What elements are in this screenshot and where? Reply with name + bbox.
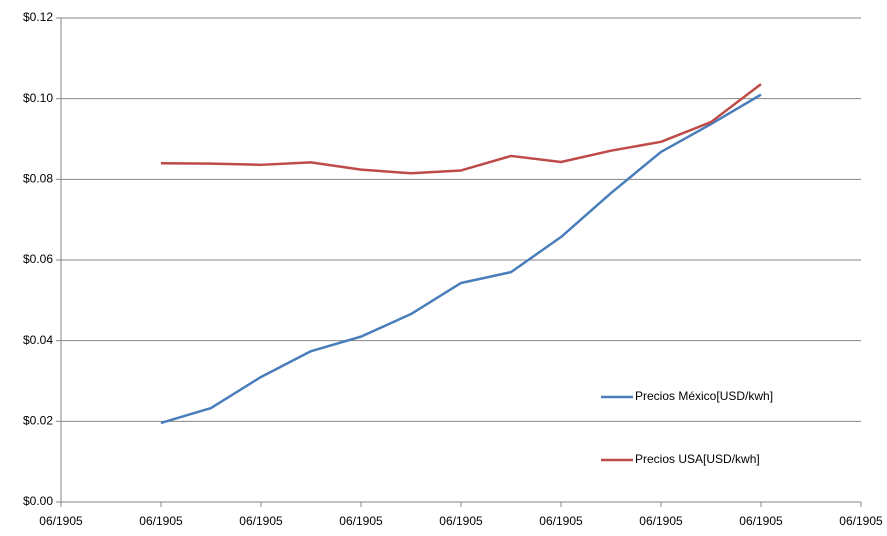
x-tick-label: 06/1905 <box>239 514 283 528</box>
legend-label: Precios México[USD/kwh] <box>635 389 773 403</box>
y-tick-label: $0.06 <box>23 252 53 266</box>
y-tick-label: $0.02 <box>23 414 53 428</box>
series-line <box>160 93 762 425</box>
y-tick-label: $0.12 <box>23 10 53 24</box>
x-tick-label: 06/1905 <box>739 514 783 528</box>
x-tick-label: 06/1905 <box>139 514 183 528</box>
y-tick-label: $0.04 <box>23 333 53 347</box>
legend-label: Precios USA[USD/kwh] <box>635 452 760 466</box>
x-tick-label: 06/1905 <box>539 514 583 528</box>
x-tick-label: 06/1905 <box>39 514 83 528</box>
x-tick-label: 06/1905 <box>839 514 883 528</box>
x-tick-label: 06/1905 <box>339 514 383 528</box>
x-tick-label: 06/1905 <box>439 514 483 528</box>
y-tick-label: $0.08 <box>23 172 53 186</box>
y-tick-label: $0.10 <box>23 91 53 105</box>
y-tick-label: $0.00 <box>23 494 53 508</box>
x-tick-label: 06/1905 <box>639 514 683 528</box>
series-line <box>160 83 762 175</box>
